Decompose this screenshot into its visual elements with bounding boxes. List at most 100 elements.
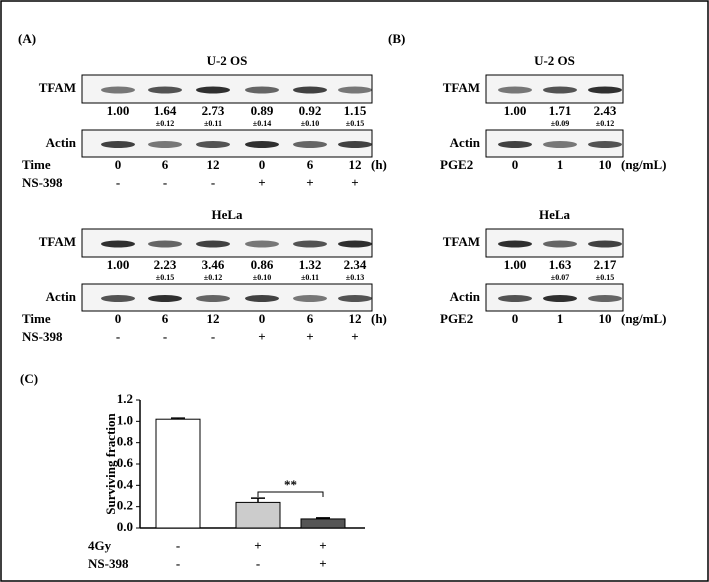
row-value: + (351, 175, 358, 190)
significance-bracket (258, 492, 323, 497)
target-label: TFAM (443, 80, 480, 95)
row-value: 1 (557, 311, 564, 326)
row-label: NS-398 (22, 329, 63, 344)
ratio: 1.71 (549, 103, 572, 118)
ratio: 0.89 (251, 103, 274, 118)
blot-band (245, 295, 279, 302)
row-value: + (306, 175, 313, 190)
ratio-error: ±0.10 (253, 273, 271, 282)
target-label: TFAM (443, 234, 480, 249)
row-value: 0 (512, 311, 519, 326)
row-value: + (258, 175, 265, 190)
control-label: Actin (450, 289, 481, 304)
blot-band (588, 141, 622, 148)
blot-band (543, 87, 577, 94)
treatment-label: 4Gy (88, 538, 112, 553)
blot-band (338, 87, 372, 94)
blot-title: HeLa (211, 207, 243, 222)
bar (236, 502, 280, 528)
blot-band (338, 295, 372, 302)
row-value: - (163, 175, 167, 190)
ratio: 2.43 (594, 103, 617, 118)
ratio: 1.00 (504, 103, 527, 118)
control-label: Actin (46, 135, 77, 150)
ratio: 2.23 (154, 257, 177, 272)
treatment-value: + (319, 538, 326, 553)
ratio-error: ±0.12 (204, 273, 222, 282)
y-tick-label: 1.0 (117, 412, 133, 427)
y-tick-label: 0.6 (117, 455, 134, 470)
panel-label: (A) (18, 31, 36, 46)
blot-band (498, 141, 532, 148)
blot-band (293, 141, 327, 148)
row-unit: (h) (371, 157, 387, 172)
blot-band (101, 241, 135, 248)
bar (156, 419, 200, 528)
blot-title: U-2 OS (534, 53, 575, 68)
blot-band (293, 87, 327, 94)
row-value: + (351, 329, 358, 344)
y-tick-label: 0.8 (117, 434, 134, 449)
annotation: ** (284, 477, 297, 492)
ratio: 0.86 (251, 257, 274, 272)
row-value: 1 (557, 157, 564, 172)
ratio: 1.64 (154, 103, 177, 118)
treatment-value: - (176, 538, 180, 553)
blot-band (196, 141, 230, 148)
ratio: 1.32 (299, 257, 322, 272)
y-tick-label: 1.2 (117, 391, 133, 406)
treatment-value: - (256, 556, 260, 571)
row-label: Time (22, 311, 51, 326)
ratio-error: ±0.11 (301, 273, 319, 282)
target-label: TFAM (39, 80, 76, 95)
blot-band (148, 141, 182, 148)
row-value: 0 (259, 157, 266, 172)
ratio: 2.17 (594, 257, 617, 272)
ratio-error: ±0.07 (551, 273, 569, 282)
blot-band (245, 241, 279, 248)
row-label: PGE2 (440, 157, 473, 172)
row-value: + (258, 329, 265, 344)
ratio-error: ±0.11 (204, 119, 222, 128)
row-value: 6 (162, 311, 169, 326)
target-label: TFAM (39, 234, 76, 249)
row-label: PGE2 (440, 311, 473, 326)
y-tick-label: 0.2 (117, 498, 133, 513)
blot-band (588, 241, 622, 248)
blot-band (148, 87, 182, 94)
blot-band (245, 87, 279, 94)
row-unit: (ng/mL) (621, 311, 667, 326)
y-tick-label: 0.0 (117, 519, 133, 534)
row-label: Time (22, 157, 51, 172)
blot-band (101, 295, 135, 302)
figure: (A) (B) (C) U-2 OSTFAM1.001.64±0.122.73±… (0, 0, 709, 582)
row-value: 6 (307, 157, 314, 172)
blot-band (245, 141, 279, 148)
control-label: Actin (450, 135, 481, 150)
ratio: 2.73 (202, 103, 225, 118)
blot-band (338, 241, 372, 248)
ratio: 1.15 (344, 103, 367, 118)
ratio: 1.00 (504, 257, 527, 272)
blot-title: U-2 OS (207, 53, 248, 68)
blot-band (196, 241, 230, 248)
blot-band (498, 87, 532, 94)
blot-band (148, 241, 182, 248)
blot-band (293, 295, 327, 302)
blot-title: HeLa (539, 207, 571, 222)
treatment-value: + (319, 556, 326, 571)
treatment-label: NS-398 (88, 556, 129, 571)
row-value: 0 (259, 311, 266, 326)
row-value: 10 (599, 157, 612, 172)
blot-band (101, 141, 135, 148)
control-label: Actin (46, 289, 77, 304)
row-value: 12 (207, 157, 220, 172)
blot-band (588, 87, 622, 94)
row-value: 10 (599, 311, 612, 326)
row-value: 12 (349, 157, 362, 172)
ratio-error: ±0.15 (156, 273, 174, 282)
blot-band (338, 141, 372, 148)
blot-band (196, 295, 230, 302)
bar (301, 519, 345, 528)
ratio: 1.00 (107, 103, 130, 118)
